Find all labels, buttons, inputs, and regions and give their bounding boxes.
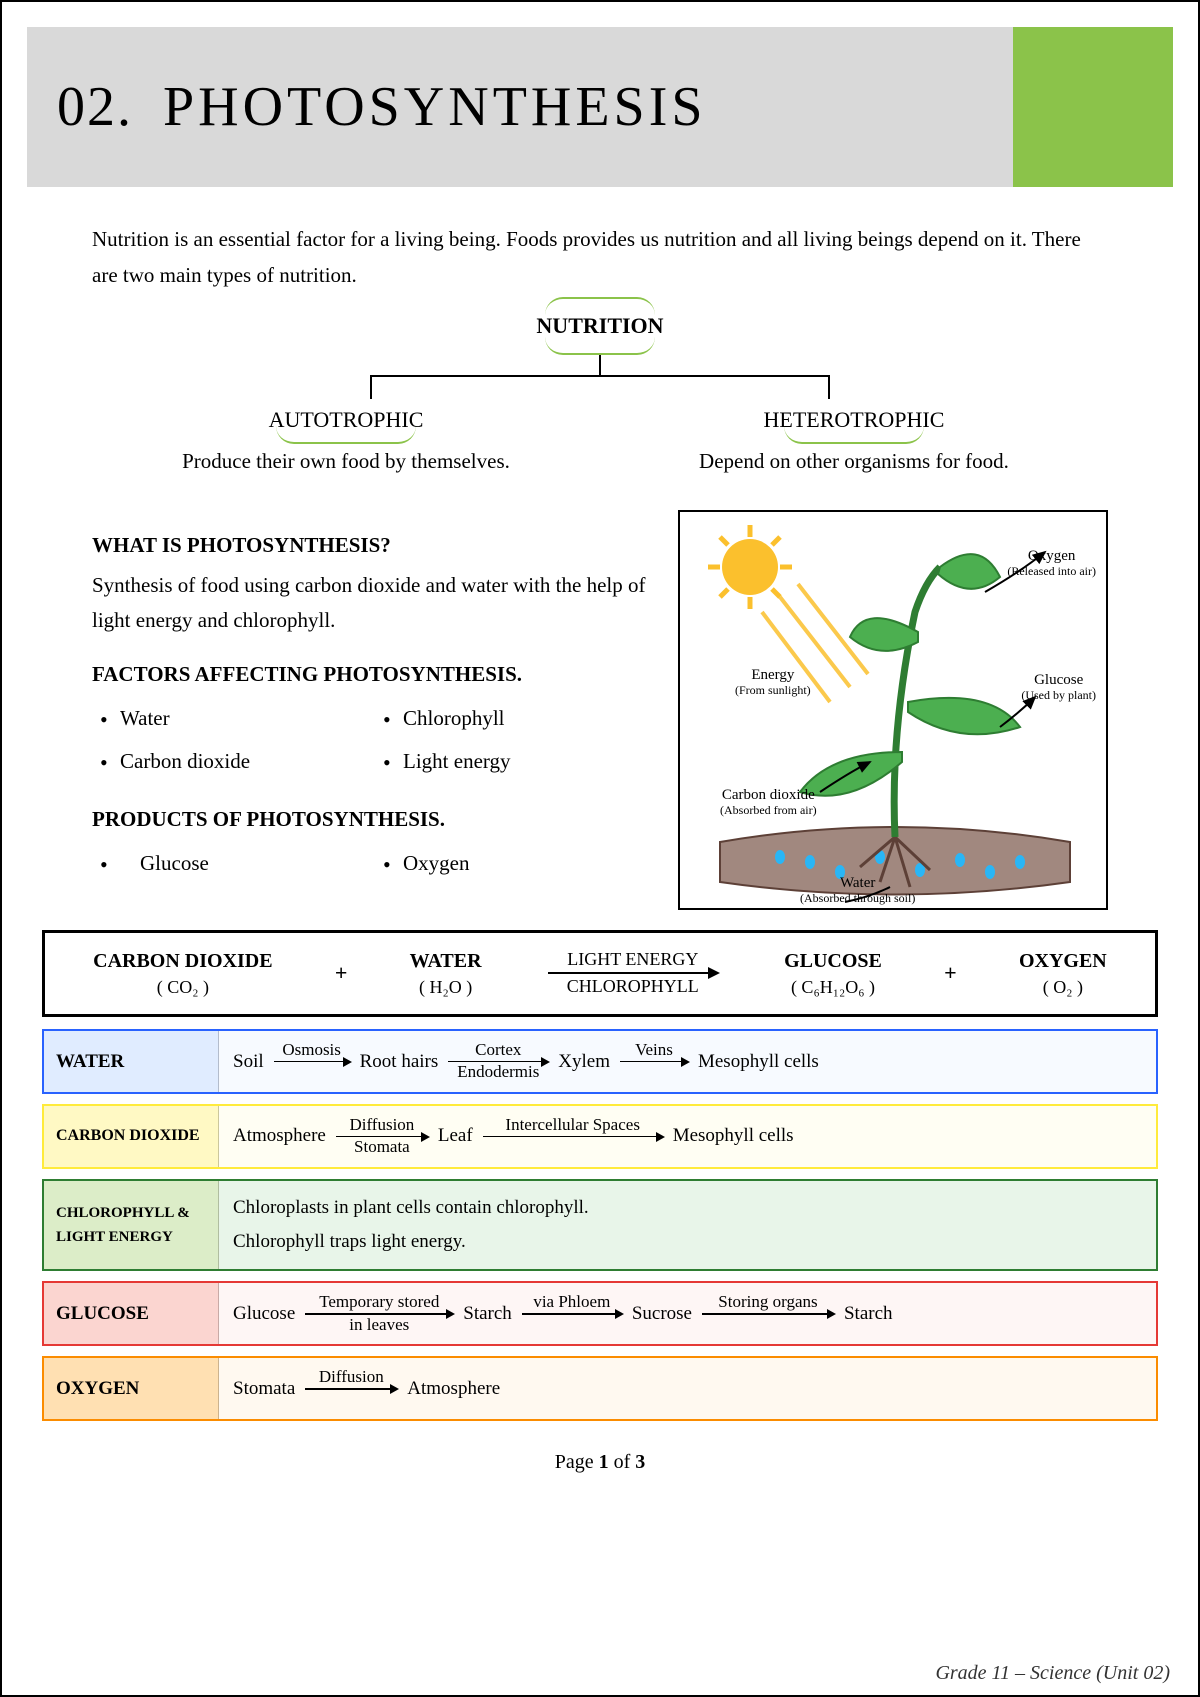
path-flow: Glucose Temporary storedin leaves Starch vi… bbox=[219, 1283, 1156, 1344]
path-flow: Stomata Diffusion Atmosphere bbox=[219, 1358, 1156, 1419]
tree-leaves: AUTOTROPHIC Produce their own food by th… bbox=[92, 401, 1108, 480]
products-list: Glucose Oxygen bbox=[92, 842, 658, 886]
list-item: Glucose bbox=[92, 842, 375, 886]
flow-node: Xylem bbox=[558, 1051, 610, 1073]
fig-label-energy: Energy(From sunlight) bbox=[735, 667, 811, 698]
arc-icon bbox=[545, 297, 655, 315]
path-label: WATER bbox=[44, 1031, 219, 1092]
path-label: OXYGEN bbox=[44, 1358, 219, 1419]
list-item: Light energy bbox=[375, 740, 658, 784]
eq-product: GLUCOSE ( C₆H₁₂O₆ ) bbox=[784, 947, 882, 1000]
chapter-number: 02. bbox=[57, 75, 133, 139]
nutrition-tree: NUTRITION AUTOTROPHIC Produce their own … bbox=[92, 303, 1108, 479]
list-item: Water bbox=[92, 697, 375, 741]
tree-left-desc: Produce their own food by themselves. bbox=[102, 444, 590, 480]
path-flow: Soil Osmosis Root hairs CortexEndodermis Xy… bbox=[219, 1031, 1156, 1092]
two-column: WHAT IS PHOTOSYNTHESIS? Synthesis of foo… bbox=[92, 510, 1108, 910]
flow-arrow-icon: via Phloem bbox=[522, 1293, 622, 1334]
products-heading: PRODUCTS OF PHOTOSYNTHESIS. bbox=[92, 802, 658, 838]
photosynthesis-figure: Oxygen(Released into air) Energy(From su… bbox=[678, 510, 1108, 910]
chapter-title: PHOTOSYNTHESIS bbox=[163, 75, 706, 139]
header-accent bbox=[1013, 27, 1173, 187]
fig-label-co2: Carbon dioxide(Absorbed from air) bbox=[720, 787, 817, 818]
flow-arrow-icon: Intercellular Spaces bbox=[483, 1116, 663, 1157]
what-body: Synthesis of food using carbon dioxide a… bbox=[92, 568, 658, 639]
arrow-icon bbox=[548, 972, 718, 974]
path-row-glucose: GLUCOSE Glucose Temporary storedin leaves… bbox=[42, 1281, 1158, 1346]
what-heading: WHAT IS PHOTOSYNTHESIS? bbox=[92, 528, 658, 564]
page: 02. PHOTOSYNTHESIS Nutrition is an essen… bbox=[0, 0, 1200, 1697]
arc-icon bbox=[276, 426, 416, 444]
tree-connector bbox=[599, 353, 601, 375]
content: Nutrition is an essential factor for a l… bbox=[2, 187, 1198, 910]
tree-connector bbox=[370, 377, 830, 399]
list-item: Oxygen bbox=[375, 842, 658, 886]
eq-arrow: LIGHT ENERGY CHLOROPHYLL bbox=[538, 949, 728, 998]
path-row-oxygen: OXYGEN Stomata Diffusion Atmosphere bbox=[42, 1356, 1158, 1421]
tree-root: NUTRITION bbox=[516, 303, 683, 348]
flow-node: Mesophyll cells bbox=[698, 1051, 819, 1073]
flow-arrow-icon: Diffusion bbox=[305, 1368, 397, 1409]
flow-node: Starch bbox=[463, 1303, 512, 1325]
fig-label-water: Water(Absorbed through soil) bbox=[800, 875, 915, 906]
flow-arrow-icon: Veins bbox=[620, 1041, 688, 1082]
document-footer: Grade 11 – Science (Unit 02) bbox=[935, 1662, 1170, 1685]
arc-icon bbox=[784, 426, 924, 444]
tree-right-desc: Depend on other organisms for food. bbox=[610, 444, 1098, 480]
arc-icon bbox=[545, 337, 655, 355]
flow-node: Sucrose bbox=[632, 1303, 692, 1325]
flow-node: Mesophyll cells bbox=[673, 1125, 794, 1147]
path-label: CARBON DIOXIDE bbox=[44, 1106, 219, 1167]
flow-node: Leaf bbox=[438, 1125, 473, 1147]
path-row-co2: CARBON DIOXIDE Atmosphere DiffusionStomat… bbox=[42, 1104, 1158, 1169]
flow-arrow-icon: CortexEndodermis bbox=[448, 1041, 548, 1082]
fig-label-oxygen: Oxygen(Released into air) bbox=[1007, 548, 1096, 579]
eq-reactant: WATER ( H₂O ) bbox=[410, 947, 482, 1000]
page-footer: Page 1 of 3 bbox=[2, 1451, 1198, 1474]
factors-list: Water Chlorophyll Carbon dioxide Light e… bbox=[92, 697, 658, 784]
flow-node: Atmosphere bbox=[233, 1125, 326, 1147]
flow-arrow-icon: Temporary storedin leaves bbox=[305, 1293, 453, 1334]
tree-root-label: NUTRITION bbox=[536, 313, 663, 338]
header-left: 02. PHOTOSYNTHESIS bbox=[27, 27, 1013, 187]
flow-node: Starch bbox=[844, 1303, 893, 1325]
eq-reactant: CARBON DIOXIDE ( CO₂ ) bbox=[93, 947, 272, 1000]
text-column: WHAT IS PHOTOSYNTHESIS? Synthesis of foo… bbox=[92, 510, 658, 886]
flow-arrow-icon: DiffusionStomata bbox=[336, 1116, 428, 1157]
flow-arrow-icon: Osmosis bbox=[274, 1041, 350, 1082]
list-item: Chlorophyll bbox=[375, 697, 658, 741]
plus-icon: + bbox=[329, 960, 354, 986]
tree-leaf-right: HETEROTROPHIC Depend on other organisms … bbox=[610, 401, 1098, 480]
header: 02. PHOTOSYNTHESIS bbox=[27, 27, 1173, 187]
factors-heading: FACTORS AFFECTING PHOTOSYNTHESIS. bbox=[92, 657, 658, 693]
list-item: Carbon dioxide bbox=[92, 740, 375, 784]
path-label: GLUCOSE bbox=[44, 1283, 219, 1344]
tree-leaf-left: AUTOTROPHIC Produce their own food by th… bbox=[102, 401, 590, 480]
flow-node: Soil bbox=[233, 1051, 264, 1073]
plus-icon: + bbox=[938, 960, 963, 986]
path-flow: Atmosphere DiffusionStomata Leaf Intercellu… bbox=[219, 1106, 1156, 1167]
flow-arrow-icon: Storing organs bbox=[702, 1293, 834, 1334]
flow-node: Stomata bbox=[233, 1378, 295, 1400]
flow-node: Glucose bbox=[233, 1303, 295, 1325]
intro-text: Nutrition is an essential factor for a l… bbox=[92, 222, 1108, 293]
equation-box: CARBON DIOXIDE ( CO₂ ) + WATER ( H₂O ) L… bbox=[42, 930, 1158, 1017]
path-row-chlorophyll: CHLOROPHYLL & LIGHT ENERGY Chloroplasts … bbox=[42, 1179, 1158, 1271]
eq-product: OXYGEN ( O₂ ) bbox=[1019, 947, 1107, 1000]
flow-node: Root hairs bbox=[360, 1051, 439, 1073]
path-label: CHLOROPHYLL & LIGHT ENERGY bbox=[44, 1181, 219, 1269]
path-row-water: WATER Soil Osmosis Root hairs CortexEndode… bbox=[42, 1029, 1158, 1094]
flow-node: Atmosphere bbox=[407, 1378, 500, 1400]
path-text: Chloroplasts in plant cells contain chlo… bbox=[219, 1181, 1156, 1269]
fig-label-glucose: Glucose(Used by plant) bbox=[1021, 672, 1096, 703]
